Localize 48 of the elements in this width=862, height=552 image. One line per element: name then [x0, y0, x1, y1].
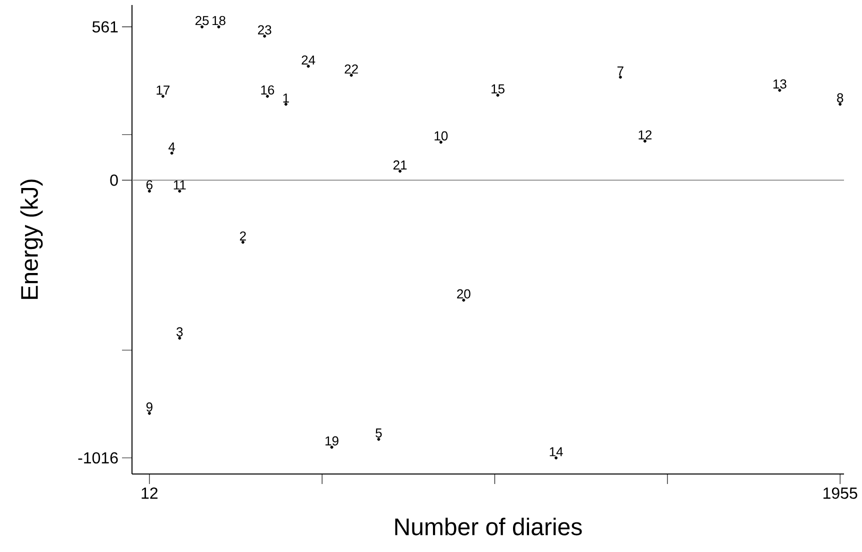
series-label: 18: [212, 16, 226, 26]
series-label: 19: [326, 436, 338, 446]
series-label: 22: [344, 64, 358, 74]
x-axis-title: Number of diaries: [395, 518, 582, 536]
series-label: 1: [283, 94, 289, 103]
point: [148, 190, 151, 193]
point: [462, 298, 466, 302]
series-label: 17: [156, 86, 170, 95]
series-label: 10: [434, 131, 448, 140]
point: [284, 102, 288, 106]
y-axis-title: Energy (kJ): [20, 180, 43, 299]
series-label: 13: [773, 79, 786, 89]
series-label: 2: [240, 231, 246, 241]
point: [178, 336, 182, 340]
y-tick-label: -1016: [78, 452, 118, 464]
y-tick-label: 561: [92, 21, 118, 33]
series-label: 8: [837, 93, 844, 103]
point: [330, 446, 334, 449]
x-tick-label: 1955: [824, 488, 858, 499]
point: [263, 34, 266, 38]
series-label: 24: [302, 55, 316, 65]
series-label: 15: [492, 84, 504, 94]
point: [496, 94, 500, 97]
point: [350, 74, 353, 77]
series-label: 21: [393, 160, 407, 170]
series-label: 6: [146, 180, 152, 190]
point: [838, 102, 842, 106]
series-label: 3: [176, 327, 183, 336]
point: [241, 240, 244, 244]
series-label: 12: [638, 130, 652, 140]
point: [398, 170, 402, 173]
point: [439, 140, 442, 144]
series-label: 16: [261, 85, 274, 95]
point: [643, 140, 646, 143]
series-label: 20: [457, 289, 470, 298]
point: [178, 190, 182, 193]
point: [618, 76, 622, 79]
series-label: 7: [617, 66, 624, 76]
series-label: 5: [376, 428, 382, 438]
series-label: 14: [550, 447, 563, 456]
y-tick-label: 0: [110, 174, 118, 186]
point: [306, 64, 310, 68]
series-label: 23: [258, 25, 272, 34]
point: [170, 152, 174, 155]
series-label: 4: [168, 142, 176, 152]
series-label: 11: [174, 180, 186, 190]
series-label: 25: [195, 16, 209, 26]
series-label: 9: [146, 402, 152, 412]
